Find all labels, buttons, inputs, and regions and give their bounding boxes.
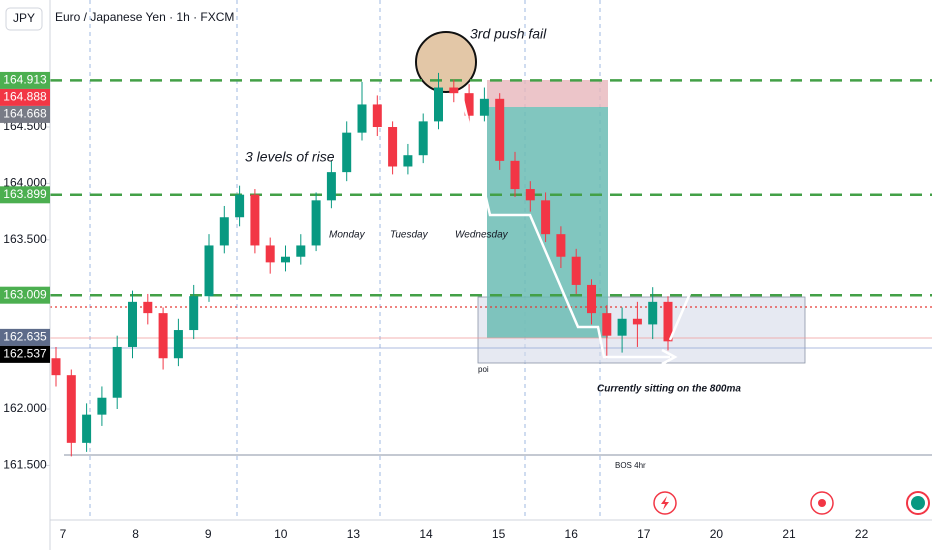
candle-body — [235, 194, 245, 218]
candle-body — [296, 245, 306, 257]
price-label: 164.668 — [3, 107, 47, 121]
x-tick-label: 7 — [60, 527, 67, 541]
candle-body — [372, 104, 382, 128]
candle-body — [479, 98, 489, 116]
candle-body — [632, 318, 642, 325]
candle-body — [495, 98, 505, 161]
candle-body — [663, 301, 673, 342]
event-icons — [653, 491, 930, 515]
candle-body — [112, 346, 122, 398]
candle-body — [250, 194, 260, 246]
x-tick-label: 8 — [132, 527, 139, 541]
annotation: Currently sitting on the 800ma — [597, 384, 741, 395]
candle-body — [464, 93, 474, 116]
candle-body — [525, 189, 535, 201]
annotation: 3rd push fail — [470, 26, 547, 42]
projection-up — [668, 14, 812, 341]
candle-body — [449, 87, 459, 94]
annotation: poi — [478, 365, 489, 374]
projection-down — [460, 94, 670, 359]
highlight-circle — [415, 31, 477, 93]
candle-body — [51, 358, 61, 376]
candle-body — [648, 301, 658, 325]
candle-body — [587, 284, 596, 314]
candle-body — [128, 301, 137, 347]
price-label-bg — [0, 105, 50, 123]
x-tick-label: 20 — [710, 527, 724, 541]
price-label-bg — [0, 328, 50, 346]
price-label-bg — [0, 345, 50, 363]
x-tick-label: 14 — [419, 527, 433, 541]
annotation: Wednesday — [455, 230, 509, 241]
annotation: Monday — [329, 230, 366, 241]
price-label-bg — [0, 286, 50, 304]
price-label: 164.913 — [3, 73, 47, 87]
arrow-head — [661, 348, 678, 366]
symbol-badge[interactable] — [5, 7, 43, 31]
plot — [50, 72, 932, 457]
candle-body — [189, 296, 199, 331]
candle-body — [97, 397, 107, 415]
x-tick-label: 9 — [205, 527, 212, 541]
annotation: BOS 4hr — [615, 461, 646, 470]
candle-body — [82, 414, 92, 443]
event-icon-glyph — [911, 496, 925, 510]
candle-body — [418, 121, 428, 156]
candle-body — [556, 234, 566, 257]
stop-zone — [487, 80, 608, 107]
candle-body — [388, 127, 398, 167]
x-tick-label: 22 — [855, 527, 869, 541]
y-tick-label: 161.500 — [3, 458, 47, 472]
symbol-badge-text: JPY — [13, 11, 35, 25]
event-icon-glyph — [661, 496, 669, 510]
arrow-head — [797, 12, 814, 31]
annotation: Tuesday — [390, 230, 429, 241]
candle-body — [281, 256, 290, 263]
x-tick-label: 17 — [637, 527, 651, 541]
candle-body — [265, 245, 275, 263]
price-label: 163.009 — [3, 287, 47, 301]
price-label-bg — [0, 88, 50, 106]
x-tick-label: 10 — [274, 527, 288, 541]
candle-body — [510, 160, 520, 190]
candle-body — [617, 318, 627, 336]
candle-body — [158, 313, 168, 359]
price-label-bg — [0, 71, 50, 89]
y-tick-label: 162.000 — [3, 401, 47, 415]
x-tick-label: 13 — [347, 527, 361, 541]
price-label: 162.635 — [3, 330, 47, 344]
candle-body — [403, 155, 413, 167]
x-tick-label: 16 — [565, 527, 579, 541]
x-tick-label: 15 — [492, 527, 506, 541]
annotation: 3 levels of rise — [245, 149, 335, 165]
candle-body — [434, 87, 443, 122]
candle-body — [311, 200, 321, 246]
candle-body — [357, 104, 367, 133]
candle-body — [342, 132, 352, 173]
candle-body — [571, 256, 581, 285]
candle-body — [326, 172, 336, 201]
candle-body — [173, 330, 183, 359]
candle-body — [204, 245, 214, 297]
candle-body — [143, 301, 153, 314]
candle-body — [541, 200, 551, 235]
price-label: 162.537 — [3, 347, 47, 361]
price-label-bg — [0, 186, 50, 204]
chart-title: Euro / Japanese Yen · 1h · FXCM — [55, 10, 234, 24]
candle-body — [602, 313, 612, 336]
candle-body — [219, 217, 229, 246]
y-tick-label: 163.500 — [3, 232, 47, 246]
price-label: 163.899 — [3, 187, 47, 201]
y-tick-label: 164.000 — [3, 176, 47, 190]
event-icon-glyph — [818, 499, 826, 507]
x-tick-label: 21 — [782, 527, 796, 541]
price-label: 164.888 — [3, 90, 47, 104]
candle-body — [66, 375, 76, 443]
